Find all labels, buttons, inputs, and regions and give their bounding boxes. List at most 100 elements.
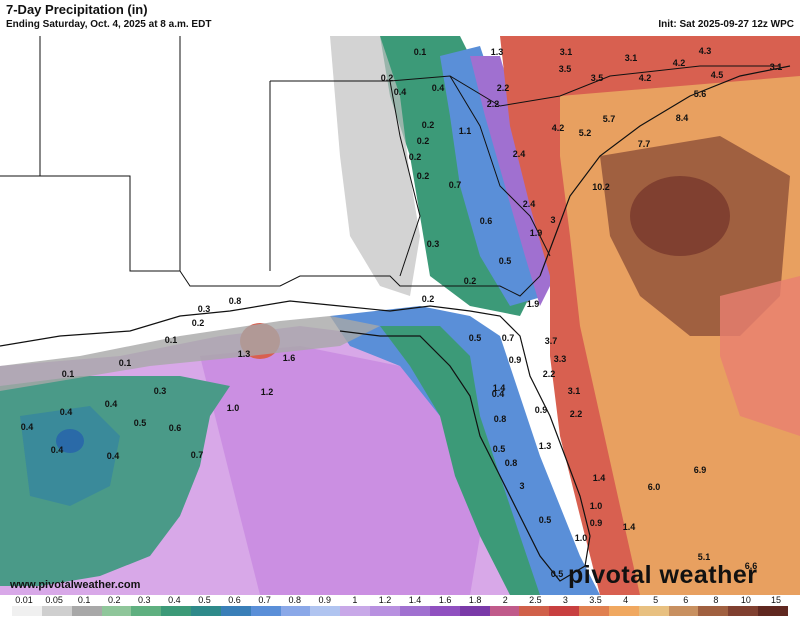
valid-time: Ending Saturday, Oct. 4, 2025 at 8 a.m. … — [6, 19, 212, 30]
legend-swatch — [728, 606, 759, 616]
precip-value-label: 0.5 — [492, 444, 506, 454]
legend-swatch — [758, 606, 788, 616]
legend-tick-label: 0.01 — [15, 595, 33, 605]
georgia-precip-purple — [470, 56, 555, 306]
legend-tick-label: 0.5 — [198, 595, 211, 605]
precip-value-label: 0.1 — [61, 369, 75, 379]
precip-value-label: 6.0 — [647, 482, 661, 492]
precip-value-label: 4.5 — [710, 70, 724, 80]
legend-swatch — [71, 606, 102, 616]
precip-value-label: 3 — [550, 215, 556, 225]
precip-value-label: 3.1 — [559, 47, 573, 57]
precip-value-label: 3.5 — [558, 64, 572, 74]
state-borders — [0, 36, 780, 297]
precip-value-label: 0.8 — [228, 296, 242, 306]
precip-value-label: 2.4 — [512, 149, 526, 159]
precip-value-label: 0.7 — [501, 333, 515, 343]
legend-swatch — [250, 606, 281, 616]
precip-value-label: 5.2 — [578, 128, 592, 138]
precip-value-label: 0.2 — [416, 171, 430, 181]
precip-value-label: 0.2 — [408, 152, 422, 162]
legend-tick-label: 0.1 — [77, 595, 91, 605]
legend-tick-label: 1.8 — [468, 595, 482, 605]
legend-swatch — [549, 606, 580, 616]
legend-swatch — [399, 606, 430, 616]
precip-value-label: 3.3 — [553, 354, 567, 364]
legend-swatch — [429, 606, 460, 616]
legend-tick-label: 0.4 — [168, 595, 181, 605]
precip-value-label: 0.5 — [133, 418, 147, 428]
precip-value-label: 0.2 — [191, 318, 205, 328]
precip-value-label: 3.7 — [544, 336, 558, 346]
atlantic-coastline — [539, 65, 791, 277]
map-canvas — [0, 36, 800, 595]
precip-value-label: 2.2 — [486, 99, 500, 109]
precip-value-label: 1.9 — [526, 299, 540, 309]
precip-value-label: 10.2 — [592, 182, 610, 192]
init-time: Init: Sat 2025-09-27 12z WPC — [658, 19, 794, 30]
gulf-precip-dark-spot — [56, 429, 84, 453]
legend: 0.01 0.05 0.1 0.2 0.3 0.4 0.5 0.6 0.7 0.8 0.9 1 1.2 1… — [0, 595, 800, 618]
precip-value-label: 3.1 — [769, 62, 783, 72]
precip-value-label: 0.4 — [104, 399, 118, 409]
legend-tick-label: 2 — [502, 595, 508, 605]
precip-value-label: 4.2 — [551, 123, 565, 133]
legend-swatch — [41, 606, 72, 616]
legend-swatch — [220, 606, 251, 616]
precip-value-label: 1.4 — [492, 383, 506, 393]
precip-value-label: 1.4 — [592, 473, 606, 483]
precip-value-label: 1.1 — [458, 126, 472, 136]
precip-value-label: 1.3 — [490, 47, 504, 57]
precip-value-label: 0.1 — [164, 335, 178, 345]
precip-value-label: 0.9 — [534, 405, 548, 415]
precip-value-label: 0.4 — [59, 407, 73, 417]
precip-value-label: 0.2 — [421, 294, 435, 304]
precip-value-label: 1.9 — [529, 228, 543, 238]
precip-value-label: 0.9 — [508, 355, 522, 365]
precip-value-label: 6.6 — [744, 561, 758, 571]
legend-tick-label: 1.2 — [378, 595, 392, 605]
legend-tick-label: 3 — [562, 595, 568, 605]
legend-tick-label: 0.9 — [318, 595, 332, 605]
precip-value-label: 8.4 — [675, 113, 689, 123]
legend-swatch — [280, 606, 311, 616]
precip-value-label: 0.9 — [589, 518, 603, 528]
legend-tick-label: 1 — [352, 595, 358, 605]
precip-value-label: 0.7 — [448, 180, 462, 190]
legend-swatch — [519, 606, 550, 616]
legend-swatch — [489, 606, 520, 616]
legend-tick-label: 1.6 — [438, 595, 452, 605]
legend-swatch — [638, 606, 669, 616]
precip-value-label: 0.4 — [20, 422, 34, 432]
legend-tick-label: 10 — [740, 595, 751, 605]
precip-value-label: 0.8 — [504, 458, 518, 468]
precip-value-label: 0.7 — [190, 450, 204, 460]
precip-value-label: 2.2 — [542, 369, 556, 379]
legend-tick-label: 8 — [713, 595, 719, 605]
precip-value-label: 7.7 — [637, 139, 651, 149]
florida-precip-green — [380, 326, 540, 595]
precipitation-map[interactable]: 0.1 1.3 3.1 3.1 4.3 4.2 3.1 3.5 3.5 4.2 4.5 0.2 0.4 0… — [0, 36, 800, 595]
precip-value-label: 1.2 — [260, 387, 274, 397]
precip-value-label: 1.0 — [589, 501, 603, 511]
grey-precip-north — [330, 36, 420, 296]
precip-value-label: 0.6 — [168, 423, 182, 433]
georgia-precip-blue — [440, 46, 545, 306]
legend-tick-label: 3.5 — [589, 595, 602, 605]
grey-precip-coast — [0, 316, 380, 391]
precip-value-label: 0.2 — [416, 136, 430, 146]
precip-value-label: 0.6 — [479, 216, 493, 226]
coastline — [0, 300, 591, 582]
credit-url[interactable]: www.pivotalweather.com — [10, 579, 141, 591]
precip-value-label: 1.0 — [226, 403, 240, 413]
header: 7-Day Precipitation (in) Ending Saturday… — [0, 0, 800, 36]
legend-tick-label: 4 — [623, 595, 629, 605]
precip-value-label: 0.1 — [413, 47, 427, 57]
precip-value-label: 0.4 — [431, 83, 445, 93]
precip-value-label: 1.3 — [237, 349, 251, 359]
precip-value-label: 6.9 — [693, 465, 707, 475]
precip-value-label: 0.4 — [50, 445, 64, 455]
legend-tick-label: 0.2 — [107, 595, 121, 605]
precip-value-label: 0.2 — [421, 120, 435, 130]
precip-value-label: 0.2 — [380, 73, 394, 83]
